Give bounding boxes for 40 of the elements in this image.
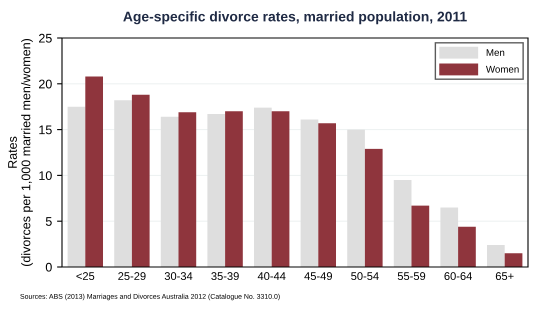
x-tick-label: 25-29 [118, 272, 146, 280]
y-axis-title: Rates (divorces per 1,000 married men/women) [8, 38, 33, 266]
x-tick-label: 30-34 [164, 272, 192, 280]
bar [486, 245, 505, 267]
x-tick-label: 65+ [496, 272, 514, 280]
bar [132, 94, 150, 267]
bar [300, 120, 318, 267]
bar [458, 226, 476, 267]
bar [225, 111, 243, 267]
y-tick-label: 0 [46, 262, 52, 272]
bar [85, 76, 104, 267]
legend-label: Women [486, 66, 519, 73]
bar [394, 180, 412, 267]
bar [68, 106, 86, 267]
bar [412, 206, 430, 267]
y-tick-label: 20 [39, 80, 52, 88]
y-tick-label: 25 [39, 34, 52, 43]
x-tick-label: 55-59 [398, 272, 426, 280]
x-tick-label: <25 [76, 272, 94, 280]
bar [364, 148, 383, 267]
bar [160, 116, 178, 267]
x-tick-label: 35-39 [211, 272, 239, 280]
y-tick-label: 15 [39, 126, 52, 134]
x-tick-label: 45-49 [304, 272, 332, 280]
bar [347, 130, 365, 267]
bar [178, 112, 196, 267]
bar [504, 253, 522, 267]
y-tick-label: 5 [46, 217, 52, 226]
y-tick-label: 10 [39, 171, 52, 180]
x-tick-label: 40-44 [258, 272, 286, 280]
chart-title: Age-specific divorce rates, married population, 2011 [123, 11, 467, 24]
bar [272, 111, 290, 267]
x-tick-label: 50-54 [351, 272, 379, 280]
bar [207, 114, 226, 267]
bar [440, 207, 458, 267]
bar [254, 108, 272, 267]
bar [114, 100, 132, 267]
x-tick-label: 60-64 [444, 272, 472, 280]
legend-label: Men [486, 49, 504, 56]
bar [318, 123, 336, 267]
